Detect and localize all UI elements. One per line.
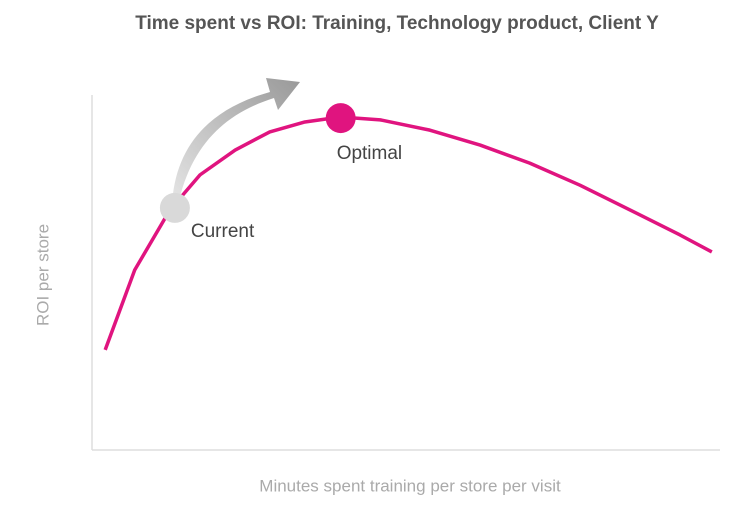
x-axis-label: Minutes spent training per store per vis…	[259, 476, 561, 495]
chart-title: Time spent vs ROI: Training, Technology …	[135, 13, 659, 34]
y-axis-label: ROI per store	[33, 224, 52, 326]
annotation-marker	[325, 103, 356, 134]
annotation-marker	[159, 192, 190, 223]
line	[103, 115, 713, 351]
annotation-label: Current	[191, 221, 255, 242]
annotation-label: Optimal	[337, 143, 402, 164]
trend-arrow	[172, 78, 300, 205]
